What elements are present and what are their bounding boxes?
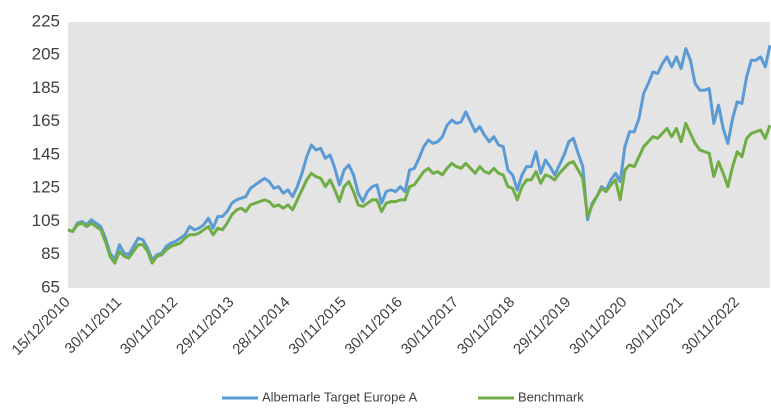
y-tick-label: 145 <box>32 144 60 163</box>
x-tick-label: 30/11/2020 <box>566 294 630 358</box>
y-tick-label: 185 <box>32 78 60 97</box>
y-tick-label: 125 <box>32 178 60 197</box>
x-tick-label: 28/11/2014 <box>229 294 293 358</box>
x-tick-label: 15/12/2010 <box>9 294 74 359</box>
y-tick-label: 165 <box>32 111 60 130</box>
y-tick-label: 225 <box>32 11 60 30</box>
legend-label: Albemarle Target Europe A <box>262 389 417 404</box>
y-tick-label: 205 <box>32 45 60 64</box>
x-tick-label: 30/11/2017 <box>398 294 462 358</box>
y-tick-label: 85 <box>41 244 60 263</box>
x-tick-label: 30/11/2016 <box>342 294 406 358</box>
series-line <box>67 44 771 262</box>
series-line <box>67 121 771 265</box>
x-tick-label: 30/11/2018 <box>454 294 518 358</box>
x-tick-label: 30/11/2015 <box>285 294 349 358</box>
x-tick-label: 29/11/2019 <box>510 294 574 358</box>
legend-label: Benchmark <box>518 389 584 404</box>
x-tick-label: 30/11/2012 <box>117 294 181 358</box>
y-tick-label: 65 <box>41 277 60 296</box>
x-tick-label: 30/11/2021 <box>622 294 686 358</box>
x-tick-label: 29/11/2013 <box>173 294 237 358</box>
y-tick-label: 105 <box>32 211 60 230</box>
x-tick-label: 30/11/2022 <box>679 294 743 358</box>
